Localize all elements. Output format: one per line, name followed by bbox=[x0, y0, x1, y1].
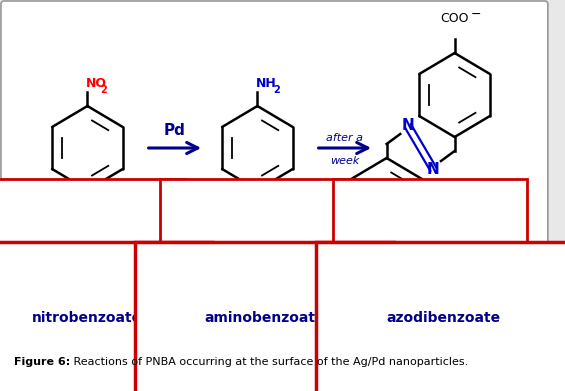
Text: after a: after a bbox=[327, 133, 363, 143]
Text: week: week bbox=[330, 156, 359, 166]
Text: COO: COO bbox=[73, 212, 102, 224]
Text: Pd: Pd bbox=[164, 123, 186, 138]
Text: B: B bbox=[251, 269, 264, 287]
Text: N: N bbox=[427, 161, 440, 176]
Text: aminobenzoate: aminobenzoate bbox=[204, 311, 324, 325]
Text: NO: NO bbox=[85, 77, 106, 90]
Text: Reactions of PNBA occurring at the surface of the Ag/Pd nanoparticles.: Reactions of PNBA occurring at the surfa… bbox=[70, 357, 468, 367]
Text: 2: 2 bbox=[273, 85, 280, 95]
Text: Figure 6:: Figure 6: bbox=[14, 357, 70, 367]
Text: COO: COO bbox=[440, 12, 469, 25]
Text: NH: NH bbox=[255, 77, 276, 90]
Text: ⁻OOC: ⁻OOC bbox=[351, 264, 386, 276]
Text: −: − bbox=[103, 208, 114, 221]
FancyBboxPatch shape bbox=[1, 1, 548, 390]
Text: A: A bbox=[80, 269, 94, 287]
Text: nitrobenzoate: nitrobenzoate bbox=[32, 311, 142, 325]
Text: 2: 2 bbox=[100, 85, 107, 95]
Text: −: − bbox=[273, 208, 284, 221]
Text: COO: COO bbox=[243, 212, 272, 224]
Text: azodibenzoate: azodibenzoate bbox=[386, 311, 500, 325]
Text: N: N bbox=[402, 118, 414, 133]
Text: −: − bbox=[471, 8, 481, 21]
Text: C: C bbox=[424, 269, 437, 287]
